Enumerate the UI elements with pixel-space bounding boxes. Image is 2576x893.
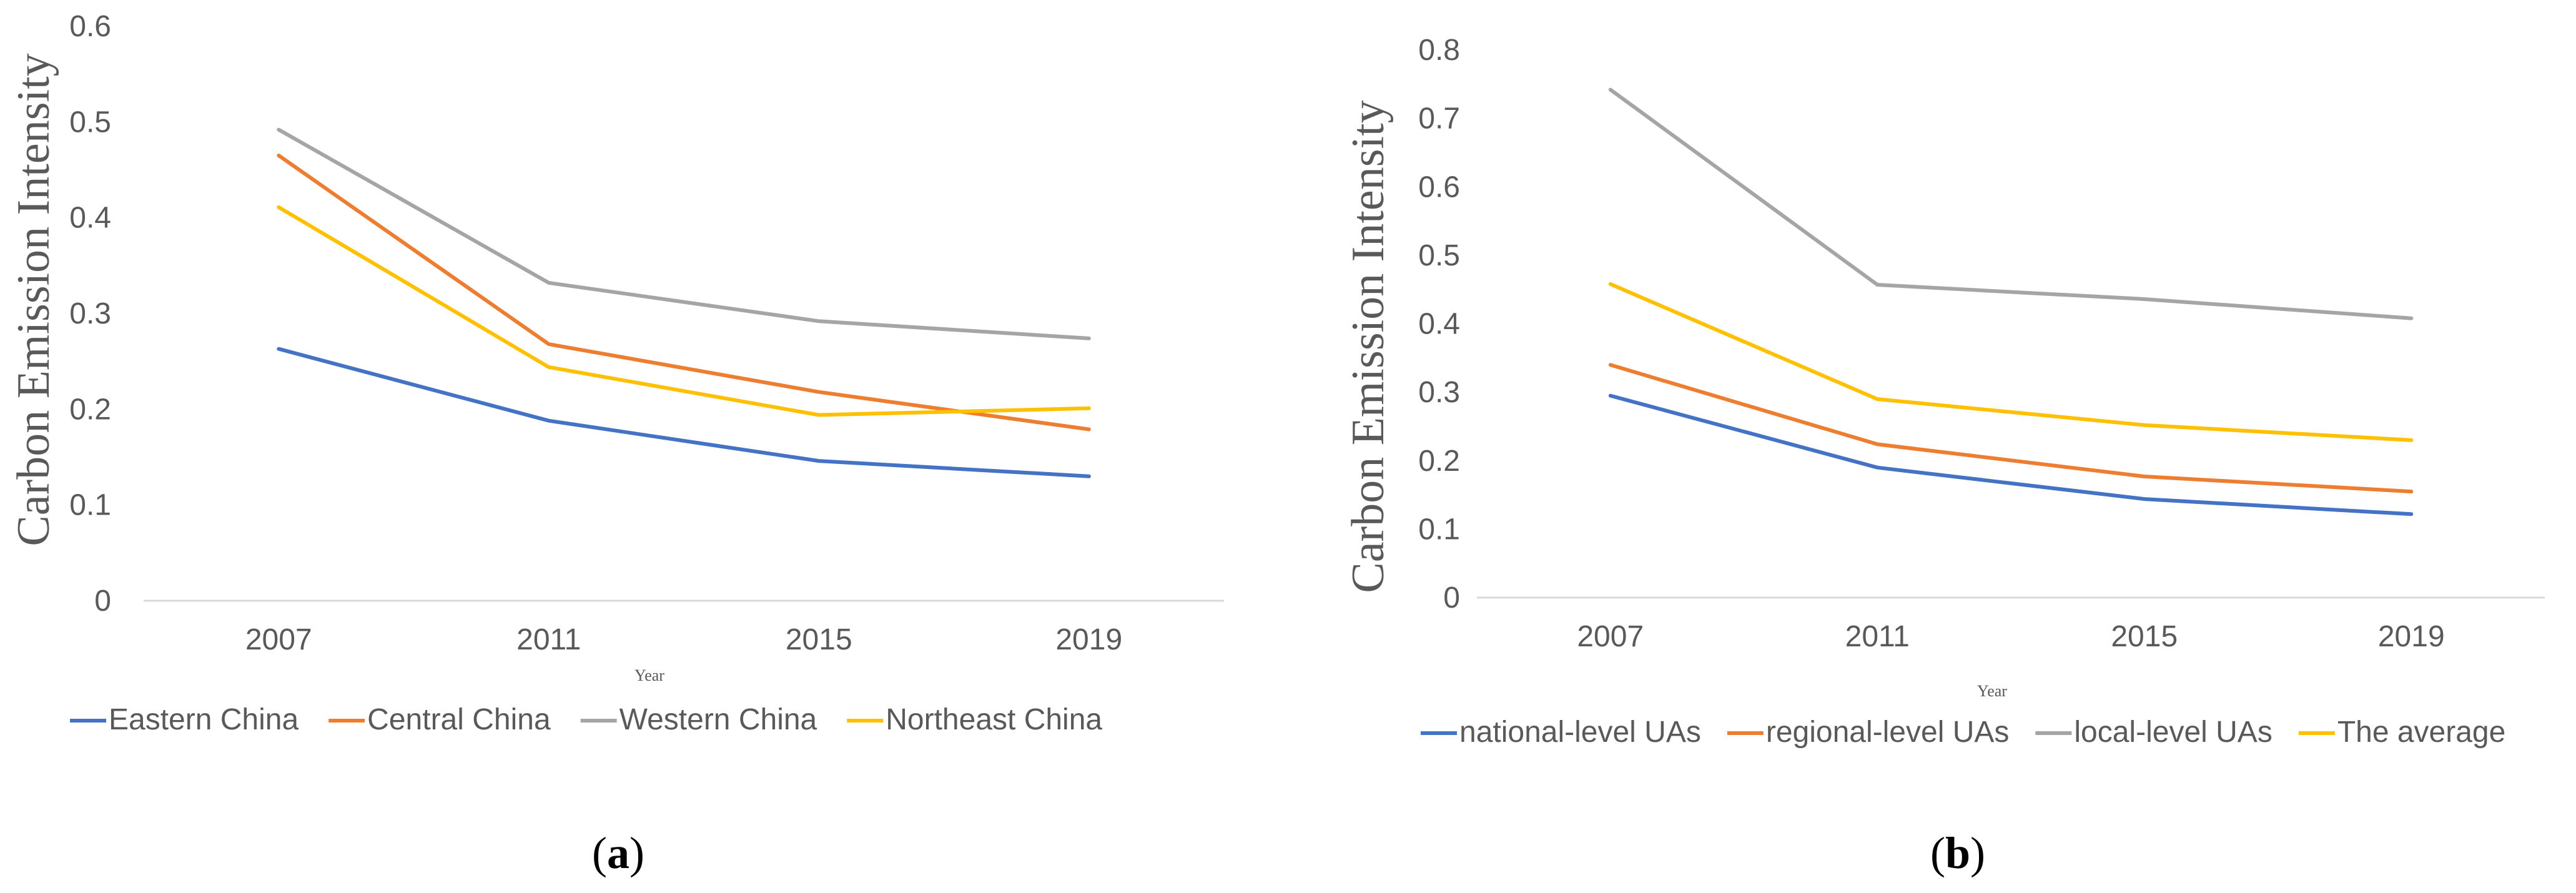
y-axis-title-a: Carbon Emission Intensity — [8, 53, 59, 546]
y-tick-label-b: 0.6 — [1418, 170, 1460, 204]
y-tick-label-b: 0.8 — [1418, 34, 1460, 67]
y-tick-label-a: 0 — [94, 585, 111, 618]
chart-panel-a: Carbon Emission Intensity Year (a) 0 0.1 0… — [8, 10, 1224, 878]
x-tick-label-b: 2011 — [1845, 620, 1910, 653]
series-line-a-1 — [277, 347, 1091, 478]
y-tick-label-a: 0.1 — [69, 489, 111, 522]
chart-panel-b: Carbon Emission Intensity Year (b) 0 0.1 0… — [1343, 34, 2545, 878]
legend-label-b-4: The average — [2337, 716, 2506, 749]
y-tick-label-b: 0.4 — [1418, 308, 1460, 341]
panel-caption-letter-a: a — [607, 828, 629, 878]
x-tick-label-a: 2011 — [516, 623, 581, 656]
x-axis-title-b: Year — [1977, 682, 2007, 700]
series-line-b-4 — [1608, 282, 2414, 442]
legend-label-b-3: local-level UAs — [2074, 716, 2272, 749]
y-tick-label-b: 0.3 — [1418, 376, 1460, 409]
legend-label-b-2: regional-level UAs — [1766, 716, 2010, 749]
legend-label-a-4: Northeast China — [886, 703, 1102, 736]
legend-label-a-2: Central China — [367, 703, 551, 736]
panel-caption-letter-b: b — [1945, 828, 1970, 878]
legend-label-a-1: Eastern China — [109, 703, 299, 736]
y-tick-label-a: 0.2 — [69, 393, 111, 426]
x-tick-label-b: 2007 — [1577, 620, 1644, 653]
series-line-a-3 — [277, 127, 1091, 340]
panel-caption-b: (b) — [1930, 828, 1985, 878]
y-tick-label-b: 0.1 — [1418, 513, 1460, 546]
y-tick-label-b: 0.5 — [1418, 239, 1460, 272]
y-tick-label-b: 0 — [1443, 581, 1460, 614]
series-line-b-3 — [1608, 87, 2414, 320]
series-line-b-2 — [1608, 363, 2414, 494]
x-tick-label-a: 2019 — [1055, 623, 1122, 656]
panel-caption-a: (a) — [592, 828, 644, 878]
series-line-a-4 — [277, 205, 1091, 417]
x-tick-label-a: 2007 — [245, 623, 312, 656]
y-tick-label-a: 0.6 — [69, 10, 111, 43]
y-tick-label-a: 0.4 — [69, 202, 111, 235]
x-tick-label-a: 2015 — [786, 623, 852, 656]
y-tick-label-b: 0.2 — [1418, 445, 1460, 478]
x-axis-title-a: Year — [634, 666, 664, 684]
x-tick-label-b: 2015 — [2111, 620, 2178, 653]
legend-label-a-3: Western China — [619, 703, 817, 736]
x-tick-label-b: 2019 — [2378, 620, 2445, 653]
y-tick-label-a: 0.5 — [69, 106, 111, 139]
y-tick-label-a: 0.3 — [69, 297, 111, 330]
series-line-b-1 — [1608, 393, 2414, 516]
y-axis-title-b: Carbon Emission Intensity — [1343, 100, 1394, 593]
legend-label-b-1: national-level UAs — [1459, 716, 1701, 749]
y-tick-label-b: 0.7 — [1418, 102, 1460, 136]
